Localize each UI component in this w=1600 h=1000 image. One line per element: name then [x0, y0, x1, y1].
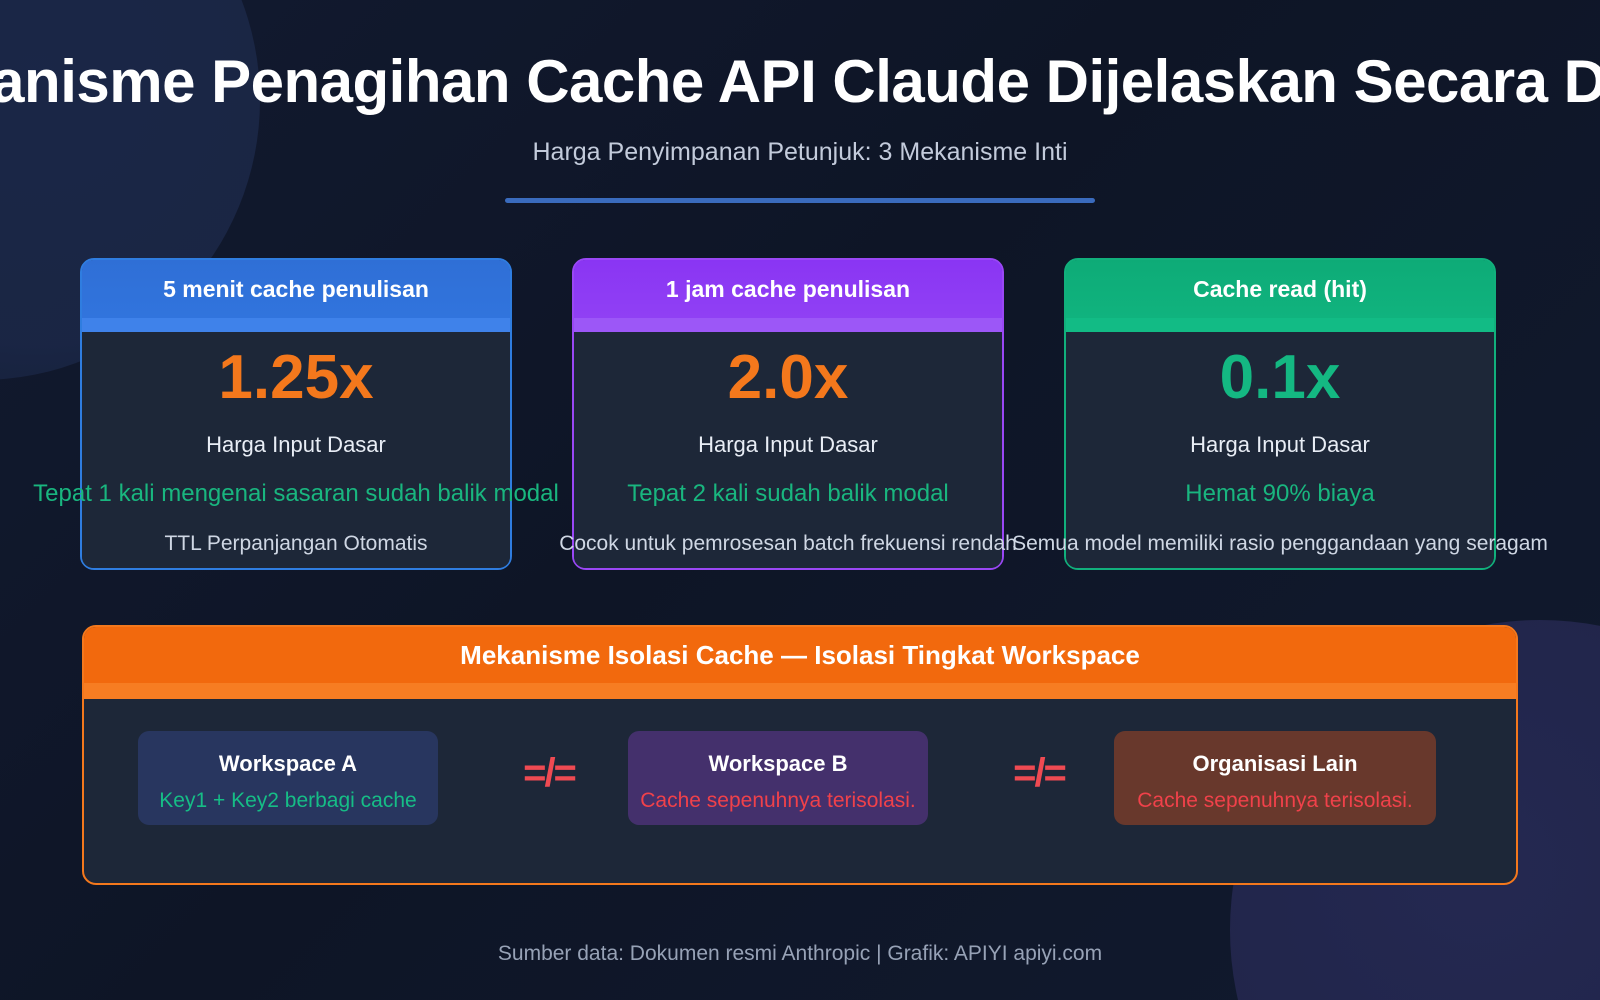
- workspace-name: Workspace B: [708, 751, 848, 776]
- metric-note: Tepat 2 kali sudah balik modal: [627, 480, 949, 507]
- metric-value: 0.1x: [1219, 343, 1341, 412]
- card-header-label: Cache read (hit): [1193, 276, 1367, 302]
- metric-note: Tepat 1 kali mengenai sasaran sudah bali…: [33, 480, 559, 507]
- card-header-band-bottom: [574, 318, 1002, 332]
- workspace-box-a: Workspace A Key1 + Key2 berbagi cache: [138, 731, 438, 825]
- card-header-band-bottom: [82, 318, 510, 332]
- isolation-header-banner: Mekanisme Isolasi Cache — Isolasi Tingka…: [84, 627, 1516, 699]
- metric-value: 1.25x: [218, 343, 374, 412]
- metric-footnote: Semua model memiliki rasio penggandaan y…: [1012, 532, 1548, 555]
- metric-card-group: 5 menit cache penulisan 1.25x Harga Inpu…: [33, 258, 1548, 570]
- metric-card-5-minute-write: 5 menit cache penulisan 1.25x Harga Inpu…: [33, 258, 559, 570]
- metric-card-cache-read-hit: Cache read (hit) 0.1x Harga Input Dasar …: [1012, 258, 1548, 570]
- workspace-row: Workspace A Key1 + Key2 berbagi cache =/…: [84, 731, 1516, 841]
- card-header-band-top: [82, 260, 510, 318]
- source-footer: Sumber data: Dokumen resmi Anthropic | G…: [497, 942, 1103, 965]
- card-header-band-bottom: [1066, 318, 1494, 332]
- cache-isolation-panel: Mekanisme Isolasi Cache — Isolasi Tingka…: [82, 625, 1518, 885]
- card-body: 1.25x Harga Input Dasar Tepat 1 kali men…: [33, 332, 559, 568]
- card-header-label: 5 menit cache penulisan: [163, 276, 429, 302]
- page-subtitle: Harga Penyimpanan Petunjuk: 3 Mekanisme …: [532, 138, 1068, 166]
- card-body: 2.0x Harga Input Dasar Tepat 2 kali suda…: [559, 332, 1017, 568]
- workspace-box-b: Workspace B Cache sepenuhnya terisolasi.: [628, 731, 928, 825]
- isolation-band-top: [84, 627, 1516, 683]
- isolation-band-bottom: [84, 683, 1516, 699]
- metric-card-1-hour-write: 1 jam cache penulisan 2.0x Harga Input D…: [559, 258, 1017, 570]
- card-header-banner: 1 jam cache penulisan: [574, 260, 1002, 332]
- metric-caption: Harga Input Dasar: [698, 432, 878, 457]
- metric-footnote: TTL Perpanjangan Otomatis: [164, 532, 428, 555]
- page-title: Mekanisme Penagihan Cache API Claude Dij…: [0, 48, 1600, 115]
- metric-footnote: Cocok untuk pemrosesan batch frekuensi r…: [559, 532, 1017, 555]
- card-body: 0.1x Harga Input Dasar Hemat 90% biaya S…: [1012, 332, 1548, 568]
- card-header-banner: 5 menit cache penulisan: [82, 260, 510, 332]
- card-header-band-top: [1066, 260, 1494, 318]
- card-header-band-top: [574, 260, 1002, 318]
- workspace-note: Cache sepenuhnya terisolasi.: [640, 789, 916, 812]
- workspace-name: Organisasi Lain: [1192, 751, 1358, 776]
- metric-value: 2.0x: [727, 343, 849, 412]
- metric-note: Hemat 90% biaya: [1185, 480, 1375, 507]
- metric-caption: Harga Input Dasar: [206, 432, 386, 457]
- workspace-box-other-org: Organisasi Lain Cache sepenuhnya terisol…: [1114, 731, 1436, 825]
- not-equal-icon: =/=: [1013, 751, 1067, 795]
- workspace-note: Cache sepenuhnya terisolasi.: [1137, 789, 1413, 812]
- metric-caption: Harga Input Dasar: [1190, 432, 1370, 457]
- card-header-label: 1 jam cache penulisan: [665, 276, 911, 302]
- card-header-banner: Cache read (hit): [1066, 260, 1494, 332]
- isolation-title: Mekanisme Isolasi Cache — Isolasi Tingka…: [460, 640, 1140, 670]
- not-equal-icon: =/=: [523, 751, 577, 795]
- workspace-name: Workspace A: [218, 751, 358, 776]
- workspace-note: Key1 + Key2 berbagi cache: [159, 789, 417, 812]
- header-divider: [505, 198, 1095, 203]
